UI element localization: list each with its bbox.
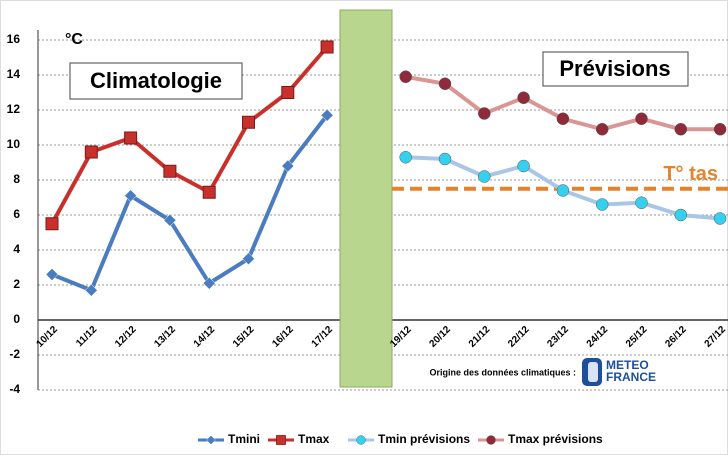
- data-point: [595, 198, 609, 211]
- legend-label: Tmin prévisions: [378, 432, 470, 446]
- y-tick-label: -4: [9, 382, 20, 396]
- logo: METEO FRANCE: [582, 358, 656, 386]
- data-point: [399, 151, 412, 164]
- series-line: [51, 114, 329, 293]
- data-point: [124, 189, 137, 203]
- legend-marker: [276, 435, 286, 445]
- unit-label: °C: [65, 31, 83, 48]
- legend-item: Tmax prévisions: [478, 432, 603, 446]
- data-point: [281, 159, 295, 173]
- data-point: [635, 196, 648, 209]
- data-point: [242, 115, 255, 129]
- y-tick-label: 14: [7, 67, 21, 81]
- data-point: [478, 170, 491, 183]
- data-point: [242, 252, 255, 266]
- source-note: Origine des données climatiques :: [429, 367, 576, 377]
- data-point: [674, 208, 688, 222]
- data-point: [320, 108, 334, 122]
- data-point: [45, 217, 59, 231]
- y-tick-label: 2: [13, 277, 20, 291]
- legend-item: Tmin prévisions: [348, 432, 470, 446]
- data-point: [281, 86, 295, 99]
- legend-item: Tmax: [268, 432, 330, 446]
- y-tick-label: 16: [7, 32, 21, 46]
- legend-label: Tmax prévisions: [508, 432, 603, 446]
- data-point: [124, 131, 138, 145]
- data-point: [84, 283, 98, 297]
- data-point: [202, 185, 216, 199]
- data-point: [202, 276, 216, 290]
- data-point: [556, 184, 570, 197]
- data-point: [45, 268, 59, 281]
- y-tick-label: 6: [13, 207, 20, 221]
- annotation-box: [542, 51, 689, 87]
- data-point: [163, 213, 177, 227]
- logo-shape: [588, 362, 598, 382]
- series-line: [50, 45, 329, 225]
- data-point: [674, 123, 688, 136]
- data-point: [713, 212, 727, 225]
- data-point: [595, 123, 609, 136]
- legend-item: Tmini: [198, 432, 260, 446]
- data-point: [320, 40, 334, 54]
- data-point: [517, 159, 530, 173]
- data-point: [635, 112, 648, 125]
- data-point: [84, 145, 98, 159]
- threshold-label: T° tas: [663, 163, 718, 185]
- legend-marker: [356, 435, 366, 445]
- y-tick-label: -2: [9, 347, 20, 361]
- legend-label: Tmini: [228, 432, 260, 446]
- data-point: [438, 77, 452, 90]
- legend-label: Tmax: [298, 432, 330, 446]
- logo-text: METEO: [606, 358, 649, 372]
- y-tick-label: 0: [13, 312, 20, 326]
- separator-band: [339, 9, 393, 388]
- y-tick-label: 12: [7, 102, 21, 116]
- data-point: [556, 112, 570, 125]
- y-tick-label: 4: [13, 242, 20, 256]
- annotation: Prévisions: [559, 56, 670, 81]
- legend-marker: [486, 435, 496, 445]
- data-point: [163, 164, 177, 178]
- data-point: [478, 107, 491, 120]
- data-point: [438, 152, 452, 166]
- y-tick-label: 8: [13, 172, 20, 186]
- data-point: [517, 91, 530, 104]
- data-point: [713, 123, 727, 136]
- data-point: [399, 70, 412, 83]
- annotation: Climatologie: [90, 68, 222, 93]
- annotation-box: [69, 62, 243, 100]
- y-tick-label: 10: [7, 137, 21, 151]
- legend-marker: [206, 435, 216, 445]
- logo-text: FRANCE: [606, 370, 656, 384]
